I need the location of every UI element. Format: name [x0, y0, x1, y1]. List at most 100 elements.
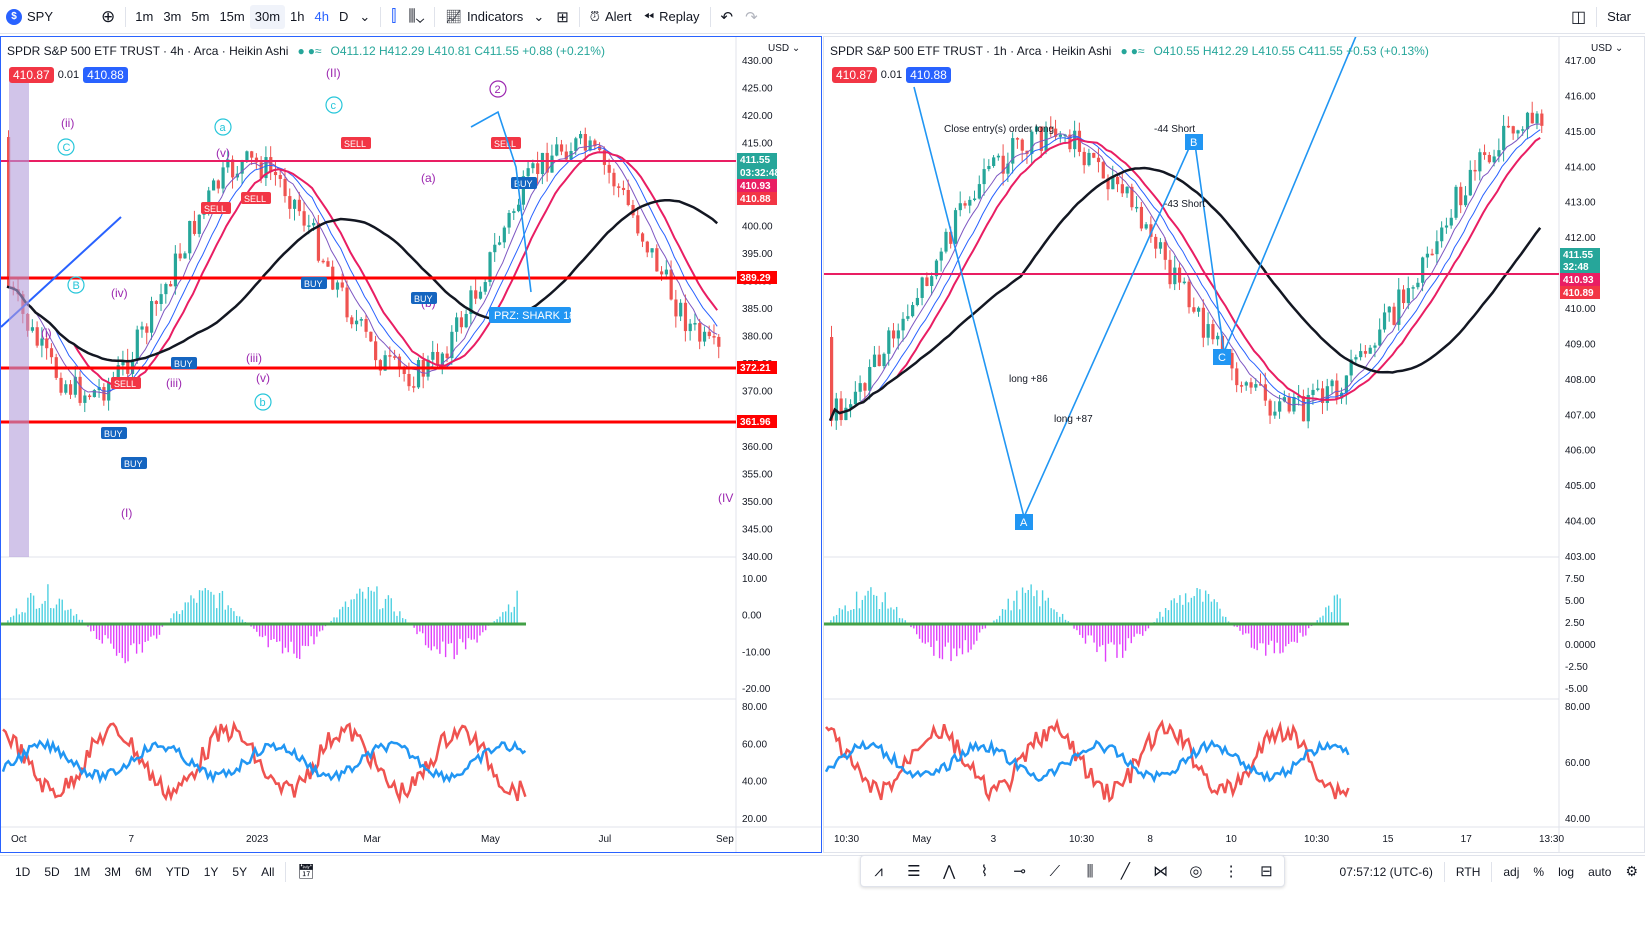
undo-icon[interactable]: ↶	[720, 8, 734, 26]
candle-body	[1268, 400, 1272, 416]
candle-body	[1034, 126, 1039, 132]
candle-body	[1111, 176, 1115, 190]
candle-body	[283, 178, 287, 197]
bar-style-icon[interactable]: ⫿	[391, 7, 397, 25]
range-1d[interactable]: 1D	[15, 864, 31, 879]
candle-body	[1459, 186, 1463, 206]
candle-body	[1502, 125, 1506, 151]
buy-price-button[interactable]: 410.88	[83, 67, 128, 83]
range-1m[interactable]: 1M	[73, 864, 91, 879]
projection-tool-icon[interactable]: ⊟	[1260, 863, 1273, 880]
sell-price-button[interactable]: 410.87	[832, 67, 877, 83]
right-chart-panel[interactable]: 417.00 416.00 415.00 414.00 413.00 412.00 411.…	[823, 36, 1645, 853]
time-axis-label: Sep	[716, 834, 734, 845]
scale-option-adj[interactable]: adj	[1503, 864, 1520, 879]
xabcd-tool-icon[interactable]: ⋈	[1153, 863, 1169, 880]
timeframe-1m[interactable]: 1m	[135, 9, 154, 24]
settings-dots-icon[interactable]: ●≈	[1130, 44, 1145, 58]
right-chart-title[interactable]: SPDR S&P 500 ETF TRUST · 1h · Arca · Hei…	[830, 44, 1112, 58]
range-ytd[interactable]: YTD	[165, 864, 190, 879]
ma-line-pink	[829, 137, 1541, 421]
time-axis-label: 10:30	[1069, 834, 1094, 845]
redo-icon[interactable]: ↷	[745, 8, 758, 26]
timeframe-1h[interactable]: 1h	[290, 9, 305, 24]
left-chart-canvas[interactable]: 430.00425.00420.00415.00410.00405.00400.…	[1, 37, 822, 853]
visibility-icon[interactable]: ●	[1120, 44, 1128, 58]
ray-tool-icon[interactable]: ⟋	[1049, 862, 1061, 880]
range-5y[interactable]: 5Y	[232, 864, 248, 879]
timeframe-15m[interactable]: 15m	[219, 9, 245, 24]
divider	[709, 6, 711, 27]
pattern-tool-icon[interactable]: ⩘	[874, 862, 883, 880]
trendline-icon[interactable]: ╱	[1120, 863, 1130, 880]
visibility-icon[interactable]: ●	[297, 44, 305, 58]
timeframe-dropdown-icon[interactable]: ⌄	[359, 8, 371, 24]
left-chart-panel[interactable]: 430.00425.00420.00415.00410.00405.00400.…	[0, 36, 822, 853]
range-3m[interactable]: 3M	[104, 864, 122, 879]
candle-body	[1049, 127, 1053, 129]
abcd-tool-icon[interactable]: ⋀	[942, 863, 956, 880]
oscillator-axis-label: 0.00	[742, 611, 762, 622]
scale-option-log[interactable]: log	[1558, 864, 1575, 879]
settings-dots-icon[interactable]: ●≈	[307, 44, 322, 58]
left-chart-title[interactable]: SPDR S&P 500 ETF TRUST · 4h · Arca · Hei…	[7, 44, 289, 58]
left-currency[interactable]: USD ⌄	[768, 43, 801, 54]
star-button[interactable]: Star	[1607, 9, 1631, 24]
indicators-label: Indicators	[466, 9, 524, 24]
candle-style-icon[interactable]: ⫼⌄	[408, 7, 425, 25]
circled-wave-label: 2	[495, 84, 501, 96]
layout-icon[interactable]: ◫	[1571, 8, 1587, 26]
candle-tool-icon[interactable]: ⫼	[1086, 862, 1094, 880]
channel-tool-icon[interactable]: ⋮	[1223, 863, 1239, 880]
spiral-tool-icon[interactable]: ◎	[1189, 863, 1203, 880]
range-6m[interactable]: 6M	[135, 864, 152, 879]
time-axis-label: Mar	[364, 834, 382, 845]
candle-body	[1182, 281, 1186, 284]
candle-body	[996, 155, 1001, 158]
divider	[285, 861, 287, 882]
buy-price-button[interactable]: 410.88	[906, 67, 951, 83]
candle-body	[211, 180, 216, 191]
range-5d[interactable]: 5D	[44, 864, 60, 879]
date-range-icon[interactable]: 📅︎	[297, 863, 316, 879]
horizontal-line-icon[interactable]: ⊸	[1013, 863, 1026, 880]
fib-tool-icon[interactable]: ☰	[907, 863, 921, 880]
candle-body	[1387, 306, 1391, 313]
candle-body	[1535, 113, 1539, 124]
rsi-line-red	[2, 720, 527, 805]
sell-price-button[interactable]: 410.87	[9, 67, 54, 83]
right-chart-canvas[interactable]: 417.00 416.00 415.00 414.00 413.00 412.00 411.…	[824, 37, 1645, 853]
timeframe-30m[interactable]: 30m	[249, 4, 286, 29]
timeframe-D[interactable]: D	[338, 9, 349, 24]
alert-button[interactable]: ⏰︎ Alert	[584, 0, 638, 34]
candle-body	[1454, 186, 1458, 218]
candle-body	[1311, 389, 1315, 396]
settings-gear-icon[interactable]: ⚙	[1625, 863, 1638, 879]
templates-icon[interactable]: ⊞	[556, 8, 569, 26]
clock-display[interactable]: 07:57:12 (UTC-6)	[1339, 864, 1433, 879]
right-ohlc: O410.55 H412.29 L410.55 C411.55 +0.53 (+…	[1153, 44, 1429, 58]
candle-body	[1497, 150, 1501, 157]
sell-signal: SELL	[244, 194, 266, 204]
right-currency-label: USD	[1591, 43, 1613, 54]
compare-add-icon[interactable]: ⊕	[101, 6, 116, 26]
buy-signal: BUY	[514, 179, 533, 189]
symbol-search[interactable]: $ SPY	[0, 0, 59, 34]
timeframe-3m[interactable]: 3m	[163, 9, 182, 24]
timeframe-4h[interactable]: 4h	[314, 9, 329, 24]
range-all[interactable]: All	[261, 864, 275, 879]
candle-body	[1015, 138, 1020, 140]
replay-button[interactable]: ⏪︎ Replay	[638, 0, 706, 34]
candle-body	[555, 144, 559, 156]
session-toggle[interactable]: RTH	[1455, 864, 1481, 879]
scale-option-percent[interactable]: %	[1533, 864, 1545, 879]
scale-option-auto[interactable]: auto	[1588, 864, 1612, 879]
range-1y[interactable]: 1Y	[203, 864, 219, 879]
curve-tool-icon[interactable]: ⌇	[980, 863, 989, 880]
candle-body	[621, 187, 626, 191]
timeframe-5m[interactable]: 5m	[191, 9, 210, 24]
candle-body	[45, 338, 49, 349]
indicators-button[interactable]: 📈︎ Indicators ⌄	[439, 0, 550, 34]
candle-body	[1011, 138, 1015, 164]
right-currency[interactable]: USD ⌄	[1591, 43, 1624, 54]
